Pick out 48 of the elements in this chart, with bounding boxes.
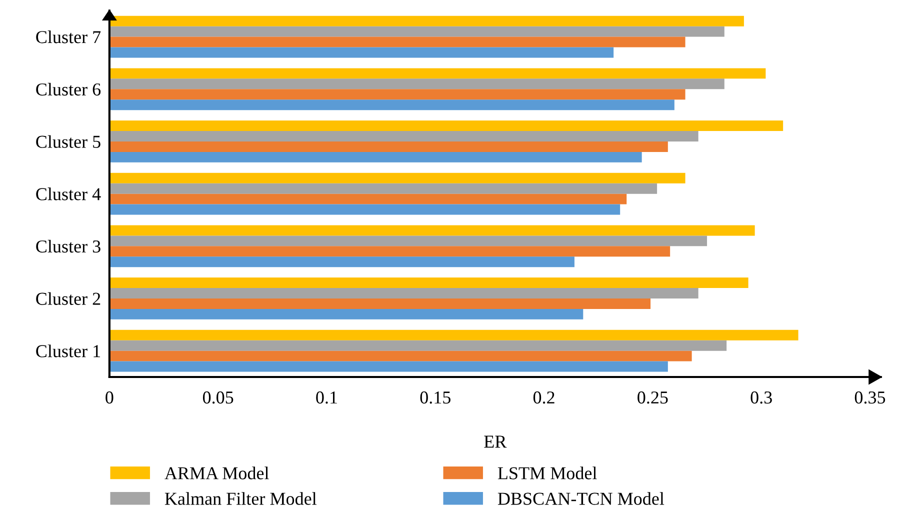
x-tick-label: 0 (106, 391, 114, 404)
bar (109, 236, 708, 246)
x-tick-label: 0.05 (202, 391, 234, 404)
bar (109, 225, 755, 236)
y-tick-label: Cluster 1 (36, 344, 100, 358)
y-tick-label: Cluster 7 (36, 30, 101, 44)
x-tick-label: 0.3 (750, 391, 772, 404)
legend-label: DBSCAN-TCN Model (498, 492, 664, 505)
y-tick-label: Cluster 5 (36, 135, 100, 148)
bar (109, 68, 766, 79)
bar (109, 131, 698, 142)
bar (109, 204, 620, 215)
x-tick-label: 0.1 (316, 391, 337, 404)
bar (109, 194, 627, 204)
bar (109, 298, 651, 309)
bar (109, 152, 642, 162)
x-tick-label: 0.35 (854, 391, 886, 404)
legend-label: Kalman Filter Model (164, 492, 316, 505)
bar (109, 288, 698, 298)
x-axis-title: ER (484, 436, 507, 448)
bar (109, 361, 668, 372)
bar (109, 120, 784, 132)
bar (109, 340, 727, 351)
bar (109, 350, 692, 362)
bar (109, 330, 798, 340)
bar (109, 89, 686, 100)
bar (109, 78, 724, 90)
bar (109, 183, 658, 194)
x-tick-label: 0.2 (533, 391, 554, 404)
bar (109, 141, 668, 152)
legend-label: LSTM Model (498, 466, 597, 480)
y-tick-label: Cluster 2 (36, 292, 100, 305)
bar (109, 308, 584, 320)
y-tick-label: Cluster 4 (36, 188, 101, 200)
y-tick-label: Cluster 3 (36, 240, 100, 253)
bar (109, 26, 724, 37)
x-tick-label: 0.15 (420, 391, 450, 404)
bar (109, 16, 744, 26)
x-tick-label: 0.25 (638, 391, 668, 404)
bar (109, 36, 686, 48)
bar (109, 246, 670, 257)
bar (109, 47, 614, 58)
bar (109, 256, 574, 268)
legend-label: ARMA Model (164, 466, 269, 480)
bar (109, 100, 674, 110)
bar (109, 172, 686, 184)
y-tick-label: Cluster 6 (36, 82, 101, 96)
bar (109, 278, 748, 288)
